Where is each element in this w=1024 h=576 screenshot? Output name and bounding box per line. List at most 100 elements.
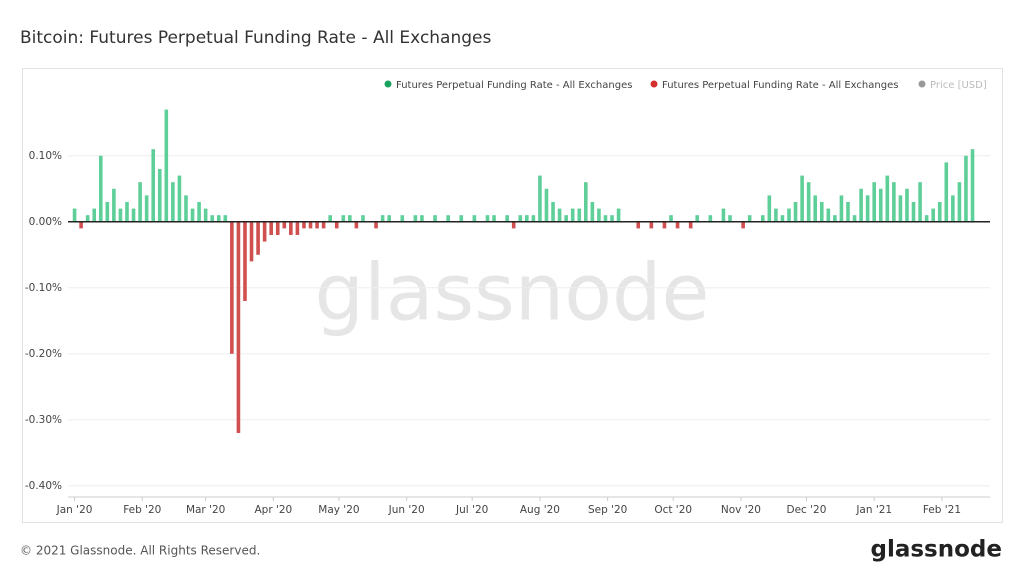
bar: [531, 215, 536, 222]
bar: [308, 221, 313, 229]
bar: [400, 215, 405, 222]
x-tick-label: Mar '20: [186, 504, 225, 516]
bar: [72, 208, 77, 222]
bar: [518, 215, 523, 222]
bar: [767, 195, 772, 222]
bar: [597, 208, 601, 222]
bar: [151, 149, 156, 222]
bar: [98, 155, 103, 222]
bar: [216, 215, 221, 222]
bar: [898, 195, 903, 222]
bar: [747, 215, 752, 222]
bar: [793, 201, 798, 222]
bar: [603, 215, 608, 222]
bar: [787, 208, 791, 222]
x-tick-label: Dec '20: [787, 504, 827, 516]
bar: [315, 221, 319, 229]
bar: [354, 221, 359, 229]
legend-marker: [384, 80, 392, 88]
bar: [262, 221, 267, 242]
bar: [780, 215, 785, 222]
bar: [92, 208, 97, 222]
chart-frame: [22, 68, 1003, 523]
bar: [937, 201, 942, 222]
bar: [334, 221, 339, 229]
bar: [387, 215, 391, 222]
bar: [420, 215, 424, 222]
bar: [721, 208, 726, 222]
bar: [833, 215, 837, 222]
y-tick-label: -0.20%: [25, 348, 62, 360]
bar: [616, 208, 621, 222]
bar: [924, 215, 929, 222]
bar: [557, 208, 562, 222]
bar: [505, 215, 509, 222]
bar: [885, 175, 890, 222]
x-tick-label: Sep '20: [588, 504, 627, 516]
bar: [184, 195, 188, 222]
bar: [911, 201, 916, 222]
bar: [636, 221, 641, 229]
bar: [112, 188, 116, 222]
y-tick-label: 0.10%: [29, 150, 62, 162]
bar: [302, 221, 306, 229]
bar: [157, 168, 162, 222]
bar: [760, 215, 765, 222]
bar: [321, 221, 326, 229]
legend-label: Futures Perpetual Funding Rate - All Exc…: [396, 80, 632, 91]
bar: [859, 188, 863, 222]
bar: [584, 182, 588, 222]
bar: [341, 215, 346, 222]
bar: [459, 215, 464, 222]
y-tick-label: -0.40%: [25, 480, 62, 492]
bar: [190, 208, 195, 222]
bar: [741, 221, 745, 229]
bar: [564, 215, 568, 222]
chart-title: Bitcoin: Futures Perpetual Funding Rate …: [20, 28, 492, 48]
bar: [269, 221, 273, 235]
bar: [380, 215, 385, 222]
bar: [328, 215, 332, 222]
bar: [171, 182, 175, 222]
logo: glassnode: [871, 537, 1003, 563]
bar: [577, 208, 582, 222]
legend-marker: [650, 80, 658, 88]
bar: [649, 221, 654, 229]
bar: [138, 182, 142, 222]
legend-marker: [918, 80, 926, 88]
bar: [905, 188, 909, 222]
x-tick-label: Jan '21: [855, 504, 892, 516]
bar: [892, 182, 896, 222]
bar: [662, 221, 667, 229]
x-tick-label: Oct '20: [654, 504, 692, 516]
x-tick-label: Jul '20: [455, 504, 488, 516]
bar: [177, 175, 182, 222]
bar: [374, 221, 378, 229]
bar: [944, 162, 949, 222]
bar: [85, 215, 90, 222]
bar: [361, 215, 365, 222]
bar: [590, 201, 595, 222]
x-tick-label: Jan '20: [56, 504, 93, 516]
bar: [878, 188, 883, 222]
bar: [570, 208, 575, 222]
bar: [511, 221, 516, 229]
bar: [695, 215, 700, 222]
bar: [806, 182, 811, 222]
bar: [210, 215, 215, 222]
bar: [282, 221, 287, 229]
bar: [105, 201, 110, 222]
bar: [951, 195, 955, 222]
bar: [826, 208, 831, 222]
bar: [256, 221, 260, 255]
footer: © 2021 Glassnode. All Rights Reserved.: [20, 544, 260, 558]
bar: [669, 215, 673, 222]
bar: [551, 201, 555, 222]
x-tick-label: Feb '20: [123, 504, 161, 516]
bar: [544, 188, 549, 222]
bar: [813, 195, 818, 222]
bar: [125, 201, 129, 222]
bar: [472, 215, 477, 222]
bar: [728, 215, 732, 222]
bar: [144, 195, 149, 222]
